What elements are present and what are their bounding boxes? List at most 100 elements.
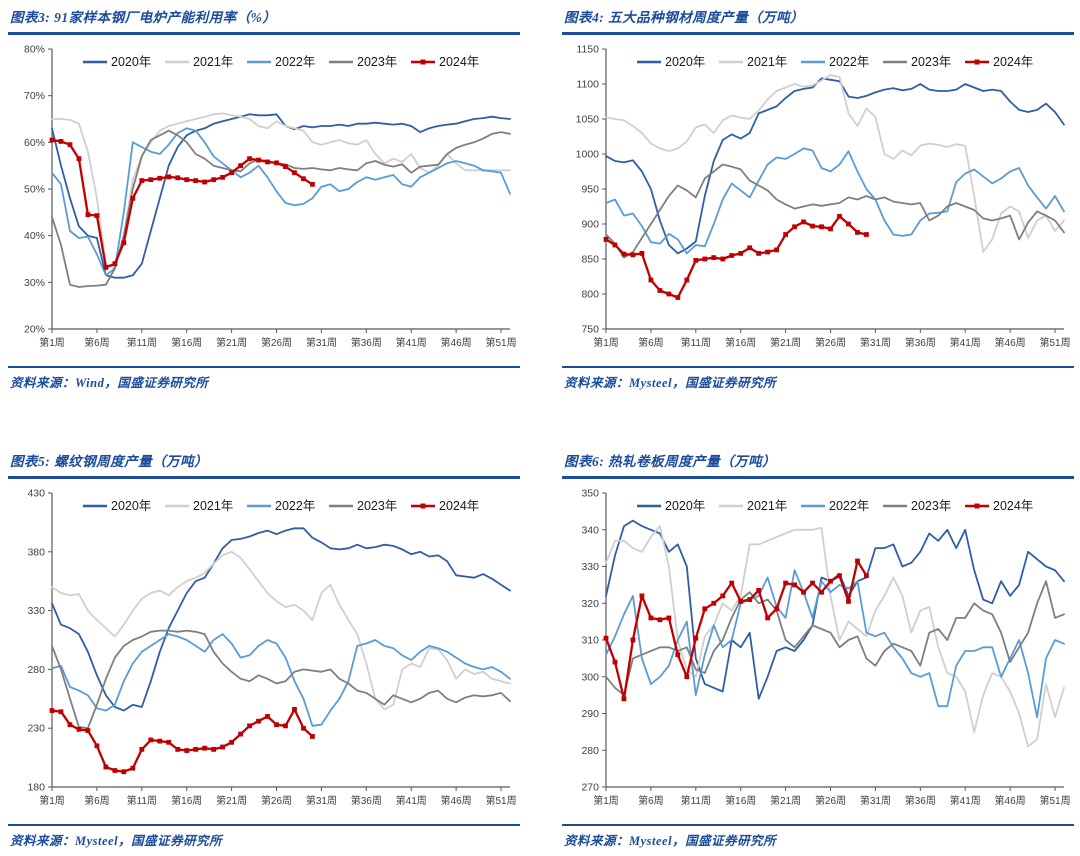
svg-text:第11周: 第11周 <box>127 794 157 807</box>
svg-text:70%: 70% <box>24 90 45 102</box>
svg-text:2022年: 2022年 <box>275 499 315 513</box>
figure-4-block: 图表4: 五大品种钢材周度产量（万吨） 750 800 850 900 950 1000 1… <box>562 6 1074 391</box>
figure-5-title: 图表5: 螺纹钢周度产量（万吨） <box>10 454 209 469</box>
svg-text:第41周: 第41周 <box>396 794 427 807</box>
svg-text:第31周: 第31周 <box>306 336 337 349</box>
svg-text:290: 290 <box>581 708 599 720</box>
svg-text:第1周: 第1周 <box>39 794 65 807</box>
svg-text:60%: 60% <box>24 136 45 148</box>
svg-text:320: 320 <box>581 597 599 609</box>
figure-6-line-chart: 270 280 290 300 310 320 330 340 350 第1周 第6周 第11周 第16… <box>562 489 1074 821</box>
svg-text:2024年: 2024年 <box>993 55 1033 69</box>
figure-4-title: 图表4: 五大品种钢材周度产量（万吨） <box>564 10 805 25</box>
svg-text:第51周: 第51周 <box>485 336 516 349</box>
figure-5-source: 资料来源：Mysteel，国盛证券研究所 <box>10 833 223 848</box>
svg-text:2021年: 2021年 <box>193 499 233 513</box>
svg-text:340: 340 <box>581 524 599 536</box>
svg-text:380: 380 <box>27 546 45 558</box>
svg-text:330: 330 <box>27 605 45 617</box>
svg-text:第46周: 第46周 <box>441 336 472 349</box>
svg-text:第6周: 第6周 <box>84 794 110 807</box>
figure-4-source: 资料来源：Mysteel，国盛证券研究所 <box>564 375 777 390</box>
svg-text:第41周: 第41周 <box>950 336 981 349</box>
figure-6-block: 图表6: 热轧卷板周度产量（万吨） 270 280 290 300 310 320 330 3… <box>562 450 1074 849</box>
figure-4-line-chart: 750 800 850 900 950 1000 1050 1100 1150 第1周 第6周 第11… <box>562 45 1074 363</box>
figure-3-source: 资料来源：Wind，国盛证券研究所 <box>10 375 209 390</box>
svg-text:2022年: 2022年 <box>275 55 315 69</box>
svg-text:第36周: 第36周 <box>905 794 936 807</box>
svg-text:1000: 1000 <box>576 148 600 160</box>
svg-text:230: 230 <box>27 722 45 734</box>
svg-text:第11周: 第11周 <box>681 336 711 349</box>
svg-text:第6周: 第6周 <box>638 794 664 807</box>
figure-6-title-divider <box>562 476 1074 479</box>
svg-text:2023年: 2023年 <box>911 499 951 513</box>
figure-4-title-divider <box>562 32 1074 35</box>
svg-text:2021年: 2021年 <box>747 499 787 513</box>
svg-text:第21周: 第21周 <box>770 336 801 349</box>
svg-text:第16周: 第16周 <box>725 336 756 349</box>
svg-text:第46周: 第46周 <box>995 336 1026 349</box>
svg-text:第6周: 第6周 <box>638 336 664 349</box>
svg-text:第46周: 第46周 <box>995 794 1026 807</box>
svg-text:第21周: 第21周 <box>770 794 801 807</box>
svg-text:第26周: 第26周 <box>261 794 292 807</box>
svg-text:第6周: 第6周 <box>84 336 110 349</box>
figure-5-line-chart: 180 230 280 330 380 430 第1周 第6周 第11周 第16周 第21周 第26周… <box>8 489 520 821</box>
svg-text:80%: 80% <box>24 45 45 56</box>
svg-text:280: 280 <box>581 744 599 756</box>
svg-text:第31周: 第31周 <box>306 794 337 807</box>
svg-text:第31周: 第31周 <box>860 336 891 349</box>
svg-text:第46周: 第46周 <box>441 794 472 807</box>
svg-text:2020年: 2020年 <box>665 499 705 513</box>
svg-text:第36周: 第36周 <box>351 336 382 349</box>
svg-text:280: 280 <box>27 663 45 675</box>
figure-3-block: 图表3: 91家样本钢厂电炉产能利用率（%） 20% 30% 40% 50% 60% 70… <box>8 6 520 391</box>
svg-text:270: 270 <box>581 781 599 793</box>
figure-3-source-divider <box>8 365 520 368</box>
svg-text:第31周: 第31周 <box>860 794 891 807</box>
figure-3-line-chart: 20% 30% 40% 50% 60% 70% 80% 第1周 第6周 第11周 第16周 第21周 第… <box>8 45 520 363</box>
svg-text:850: 850 <box>581 253 599 265</box>
svg-text:2024年: 2024年 <box>439 55 479 69</box>
svg-text:2022年: 2022年 <box>829 55 869 69</box>
svg-text:20%: 20% <box>24 323 45 335</box>
svg-text:2024年: 2024年 <box>439 499 479 513</box>
svg-text:第21周: 第21周 <box>216 336 247 349</box>
svg-text:50%: 50% <box>24 183 45 195</box>
svg-text:第36周: 第36周 <box>905 336 936 349</box>
figure-6-title: 图表6: 热轧卷板周度产量（万吨） <box>564 454 777 469</box>
svg-text:2021年: 2021年 <box>747 55 787 69</box>
figure-5-block: 图表5: 螺纹钢周度产量（万吨） 180 230 280 330 380 430 第1周 第6… <box>8 450 520 849</box>
svg-text:第21周: 第21周 <box>216 794 247 807</box>
figure-6-source-divider <box>562 823 1074 826</box>
svg-text:第16周: 第16周 <box>171 336 202 349</box>
svg-text:2023年: 2023年 <box>357 55 397 69</box>
svg-text:第16周: 第16周 <box>725 794 756 807</box>
svg-text:第26周: 第26周 <box>261 336 292 349</box>
figure-4-source-divider <box>562 365 1074 368</box>
svg-text:第51周: 第51周 <box>1039 794 1070 807</box>
svg-text:310: 310 <box>581 634 599 646</box>
figure-3-title-divider <box>8 32 520 35</box>
svg-text:第1周: 第1周 <box>593 794 619 807</box>
svg-text:950: 950 <box>581 183 599 195</box>
svg-text:第36周: 第36周 <box>351 794 382 807</box>
svg-text:第16周: 第16周 <box>171 794 202 807</box>
svg-text:430: 430 <box>27 489 45 500</box>
svg-text:1150: 1150 <box>576 45 599 56</box>
svg-text:330: 330 <box>581 561 599 573</box>
svg-text:1100: 1100 <box>576 78 599 90</box>
svg-text:1050: 1050 <box>576 113 600 125</box>
svg-text:第51周: 第51周 <box>1039 336 1070 349</box>
svg-text:800: 800 <box>581 288 599 300</box>
svg-text:第11周: 第11周 <box>681 794 711 807</box>
svg-text:第26周: 第26周 <box>815 794 846 807</box>
svg-text:第11周: 第11周 <box>127 336 157 349</box>
svg-text:2023年: 2023年 <box>357 499 397 513</box>
figure-6-source: 资料来源：Mysteel，国盛证券研究所 <box>564 833 777 848</box>
svg-text:第26周: 第26周 <box>815 336 846 349</box>
svg-text:2024年: 2024年 <box>993 499 1033 513</box>
figure-5-source-divider <box>8 823 520 826</box>
svg-text:第51周: 第51周 <box>485 794 516 807</box>
